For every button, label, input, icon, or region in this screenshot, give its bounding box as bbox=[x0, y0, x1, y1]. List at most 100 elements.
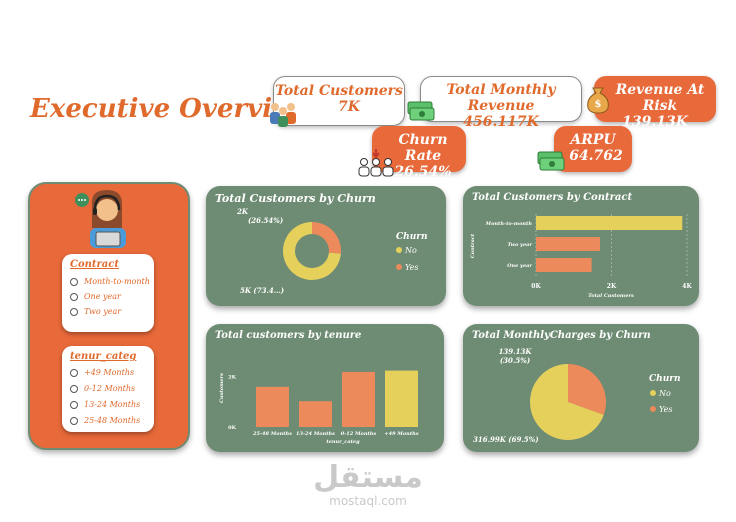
option-label: 25-48 Months bbox=[84, 416, 141, 425]
kpi-value: 26.54% bbox=[394, 164, 452, 181]
slicer-title: tenur_categ bbox=[70, 351, 137, 362]
kpi-arpu: ARPU 64.762 bbox=[554, 126, 632, 172]
money-bag-icon: $ bbox=[587, 87, 609, 114]
x-axis-label: Total Customers bbox=[588, 293, 634, 299]
x-tick-label: 13-24 Months bbox=[296, 431, 335, 437]
pie-slice-yes[interactable] bbox=[568, 364, 606, 415]
page-title: Executive Overview bbox=[30, 94, 312, 124]
x-tick-label: 4K bbox=[682, 283, 692, 290]
chart-title: Total Customers by Contract bbox=[472, 192, 633, 203]
radio-icon[interactable] bbox=[70, 369, 78, 377]
option-label: 0-12 Months bbox=[84, 384, 136, 393]
option-label: One year bbox=[84, 292, 121, 301]
kpi-label: ARPU bbox=[570, 132, 616, 148]
panel-customers-by-contract: Total Customers by Contract 0K 2K 4K Month-… bbox=[463, 186, 699, 306]
money-icon bbox=[407, 101, 435, 121]
panel-customers-by-churn: Total Customers by Churn 2K (26.54%) 5K … bbox=[206, 186, 446, 306]
option-label: 13-24 Months bbox=[84, 400, 141, 409]
legend-label-yes: Yes bbox=[659, 405, 672, 414]
bar-two-year[interactable] bbox=[536, 237, 600, 251]
donut-chart: 2K (26.54%) 5K (73.4…) Churn No Yes bbox=[236, 207, 428, 295]
churn-people-icon bbox=[358, 149, 394, 177]
vbar-chart: 0K 2K 25-48 Months 13-24 Months 0-12 Months +… bbox=[219, 370, 419, 445]
option-label: +49 Months bbox=[84, 368, 135, 377]
data-label-no: 5K (73.4…) bbox=[240, 286, 284, 295]
legend-swatch-yes bbox=[650, 406, 656, 412]
kpi-monthly-revenue: Total Monthly Revenue 456.117K bbox=[420, 76, 582, 130]
radio-icon[interactable] bbox=[70, 385, 78, 393]
legend-swatch-no bbox=[650, 390, 656, 396]
y-tick-label: Two year bbox=[507, 242, 532, 248]
slicer-option-0-12[interactable]: 0-12 Months bbox=[70, 384, 135, 393]
option-label: Month-to-month bbox=[84, 277, 150, 286]
bar-13-24-months[interactable] bbox=[299, 401, 332, 427]
radio-icon[interactable] bbox=[70, 278, 78, 286]
pie-slice-yes[interactable] bbox=[312, 222, 341, 254]
bar-0-12-months[interactable] bbox=[342, 371, 375, 427]
y-axis-label: Customers bbox=[219, 373, 225, 403]
slicer-option-49-plus[interactable]: +49 Months bbox=[70, 368, 134, 377]
watermark: مستقل mostaql.com bbox=[300, 460, 436, 509]
pie-slice-no[interactable] bbox=[530, 364, 604, 440]
data-label-no: 316.99K (69.5%) bbox=[473, 435, 539, 444]
y-tick-label: 2K bbox=[228, 375, 236, 381]
watermark-arabic: مستقل bbox=[313, 460, 423, 495]
hbar-chart: 0K 2K 4K Month-to-month Two year One year Con… bbox=[470, 214, 692, 299]
chart-title: Total Customers by Churn bbox=[215, 192, 376, 205]
legend-label-yes: Yes bbox=[405, 263, 418, 272]
pie-slice-no[interactable] bbox=[283, 222, 341, 280]
data-label-yes-pct: (30.5%) bbox=[500, 356, 530, 365]
chart-title: Total MonthlyCharges by Churn bbox=[472, 330, 651, 341]
data-label-yes-pct: (26.54%) bbox=[248, 216, 283, 225]
support-agent-icon bbox=[75, 190, 126, 248]
bar-one-year[interactable] bbox=[536, 258, 592, 272]
kpi-value: 456.117K bbox=[463, 114, 539, 131]
filter-sidebar: Contract Month-to-month One year Two yea… bbox=[28, 182, 190, 450]
panel-monthlycharges-by-churn: Total MonthlyCharges by Churn 139.13K (3… bbox=[463, 324, 699, 452]
people-icon bbox=[270, 103, 296, 127]
x-tick-label: +49 Months bbox=[384, 431, 418, 437]
x-tick-label: 2K bbox=[607, 283, 617, 290]
legend-label-no: No bbox=[404, 246, 417, 255]
watermark-latin: mostaql.com bbox=[329, 494, 407, 508]
kpi-label: Churn Rate bbox=[398, 132, 448, 165]
legend-title: Churn bbox=[649, 374, 681, 384]
y-axis-label: Contract bbox=[470, 233, 476, 258]
kpi-revenue-at-risk: Revenue At Risk 139.13K bbox=[594, 76, 716, 130]
kpi-label: Revenue At Risk bbox=[615, 82, 705, 115]
kpi-value: 7K bbox=[338, 99, 360, 116]
radio-icon[interactable] bbox=[70, 293, 78, 301]
legend-label-no: No bbox=[658, 389, 671, 398]
y-tick-label: One year bbox=[507, 263, 532, 269]
radio-icon[interactable] bbox=[70, 401, 78, 409]
slicer-option-25-48[interactable]: 25-48 Months bbox=[70, 416, 140, 425]
x-tick-label: 0-12 Months bbox=[341, 431, 377, 437]
pie-chart: 139.13K (30.5%) 316.99K (69.5%) Churn No… bbox=[473, 347, 681, 444]
x-tick-label: 0K bbox=[531, 283, 541, 290]
legend-swatch-yes bbox=[396, 264, 402, 270]
svg-text:$: $ bbox=[595, 99, 602, 110]
legend-swatch-no bbox=[396, 247, 402, 253]
kpi-label: Total Monthly Revenue bbox=[446, 82, 556, 115]
data-label-yes-value: 139.13K bbox=[499, 347, 533, 356]
slicer-option-two-year[interactable]: Two year bbox=[70, 307, 121, 316]
slicer-option-month-to-month[interactable]: Month-to-month bbox=[70, 277, 150, 286]
bar--49-months[interactable] bbox=[385, 370, 418, 427]
chart-title: Total customers by tenure bbox=[215, 330, 362, 341]
radio-icon[interactable] bbox=[70, 417, 78, 425]
slicer-option-13-24[interactable]: 13-24 Months bbox=[70, 400, 140, 409]
kpi-value: 139.13K bbox=[622, 114, 688, 131]
option-label: Two year bbox=[84, 307, 122, 316]
money-icon bbox=[537, 151, 565, 171]
data-label-yes-value: 2K bbox=[236, 207, 249, 216]
radio-icon[interactable] bbox=[70, 308, 78, 316]
slicer-title: Contract bbox=[70, 259, 119, 270]
kpi-label: Total Customers bbox=[275, 83, 403, 99]
slicer-option-one-year[interactable]: One year bbox=[70, 292, 121, 301]
bar-25-48-months[interactable] bbox=[256, 386, 289, 427]
panel-customers-by-tenure: Total customers by tenure 0K 2K 25-48 Mont… bbox=[206, 324, 444, 452]
contract-slicer: Contract Month-to-month One year Two yea… bbox=[62, 254, 154, 332]
kpi-value: 64.762 bbox=[569, 148, 623, 165]
bar-month-to-month[interactable] bbox=[536, 216, 683, 230]
tenure-slicer: tenur_categ +49 Months 0-12 Months 13-24… bbox=[62, 346, 154, 432]
